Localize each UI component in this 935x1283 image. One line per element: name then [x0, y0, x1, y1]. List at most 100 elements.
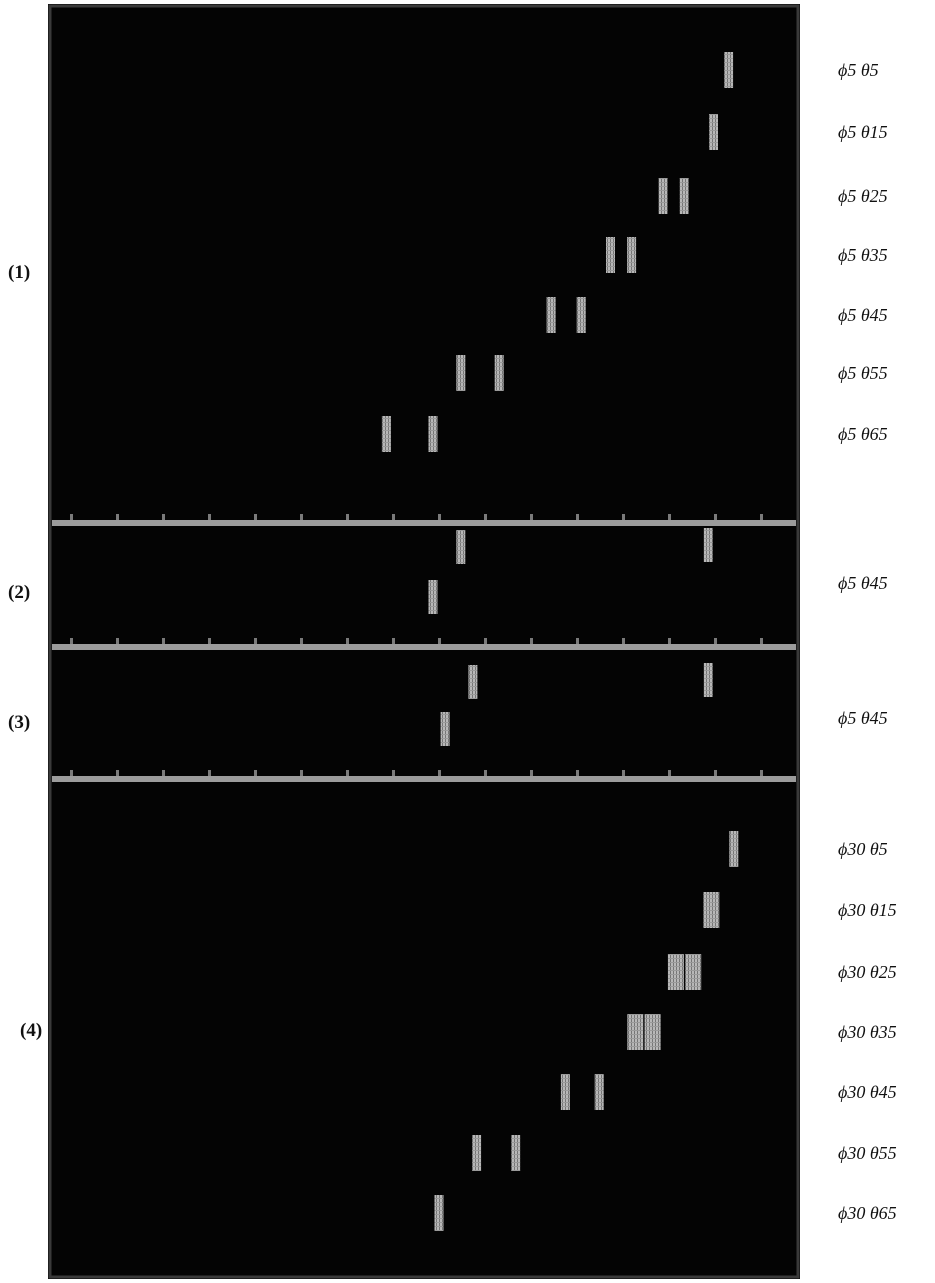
ruler-tick — [116, 514, 119, 520]
ruler-tick — [576, 770, 579, 776]
ruler-tick — [116, 770, 119, 776]
ruler-tick — [484, 514, 487, 520]
stripe-mark — [494, 355, 504, 391]
ruler-tick — [392, 770, 395, 776]
condition-label: ϕ5 θ5 — [838, 60, 879, 80]
condition-label: ϕ30 θ45 — [838, 1082, 897, 1102]
condition-label: ϕ5 θ15 — [838, 122, 888, 142]
condition-label: ϕ30 θ55 — [838, 1143, 897, 1163]
stripe-mark — [456, 355, 466, 391]
ruler-tick — [438, 770, 441, 776]
stripe-mark — [703, 528, 713, 562]
divider-1 — [52, 520, 796, 526]
ruler-tick — [208, 638, 211, 644]
ruler-tick — [668, 514, 671, 520]
stripe-mark — [468, 665, 478, 699]
plate-border — [48, 4, 800, 1279]
ruler-tick — [668, 638, 671, 644]
divider-2 — [52, 644, 796, 650]
ruler-tick — [392, 514, 395, 520]
condition-label: ϕ5 θ35 — [838, 245, 888, 265]
ruler-tick — [254, 770, 257, 776]
stripe-mark — [679, 178, 689, 214]
condition-label: ϕ30 θ25 — [838, 962, 897, 982]
stripe-mark — [627, 237, 637, 273]
ruler-tick — [530, 638, 533, 644]
ruler-tick — [346, 770, 349, 776]
ruler-tick — [254, 638, 257, 644]
condition-label: ϕ30 θ65 — [838, 1203, 897, 1223]
ruler-tick — [300, 770, 303, 776]
stripe-mark — [685, 954, 702, 990]
condition-label: ϕ5 θ45 — [838, 708, 888, 728]
ruler-tick — [116, 638, 119, 644]
stripe-mark — [472, 1135, 482, 1171]
ruler-tick — [668, 770, 671, 776]
ruler-tick — [208, 514, 211, 520]
ruler-tick — [622, 638, 625, 644]
stripe-mark — [667, 954, 684, 990]
divider-3 — [52, 776, 796, 782]
ruler-tick — [484, 638, 487, 644]
stripe-mark — [434, 1195, 444, 1231]
stripe-mark — [644, 1014, 661, 1050]
condition-label: ϕ5 θ45 — [838, 305, 888, 325]
ruler-tick — [70, 514, 73, 520]
stripe-mark — [381, 416, 391, 452]
ruler-tick — [484, 770, 487, 776]
ruler-tick — [438, 514, 441, 520]
ruler-tick — [714, 770, 717, 776]
stripe-mark — [428, 416, 438, 452]
ruler-tick — [162, 770, 165, 776]
stripe-mark — [546, 297, 556, 333]
ruler-tick — [622, 770, 625, 776]
condition-label: ϕ5 θ65 — [838, 424, 888, 444]
ruler-tick — [530, 514, 533, 520]
stripe-mark — [627, 1014, 644, 1050]
stripe-marks — [70, 52, 763, 1231]
condition-label: ϕ5 θ45 — [838, 573, 888, 593]
panel-label-2: (2) — [8, 582, 30, 603]
plate-frame — [48, 4, 800, 1279]
ruler-tick — [438, 638, 441, 644]
ruler-tick — [760, 514, 763, 520]
ruler-tick — [300, 638, 303, 644]
ruler-tick — [760, 770, 763, 776]
ruler-tick — [622, 514, 625, 520]
stripe-mark — [428, 580, 438, 614]
ruler-tick — [392, 638, 395, 644]
ruler-tick — [346, 514, 349, 520]
panel-label-4: (4) — [20, 1020, 42, 1041]
condition-label: ϕ30 θ5 — [838, 839, 888, 859]
condition-labels: ϕ5 θ5 ϕ5 θ15 ϕ5 θ25 ϕ5 θ35 ϕ5 θ45 ϕ5 θ55 ϕ5 θ6… — [838, 60, 897, 1223]
stripe-mark — [724, 52, 734, 88]
ruler-tick — [714, 514, 717, 520]
stripe-mark — [511, 1135, 521, 1171]
stripe-mark — [594, 1074, 604, 1110]
ruler-tick — [70, 638, 73, 644]
stripe-mark — [576, 297, 586, 333]
stripe-mark — [709, 114, 718, 150]
stripe-mark — [703, 892, 720, 928]
stripe-mark — [560, 1074, 570, 1110]
condition-label: ϕ30 θ15 — [838, 900, 897, 920]
condition-label: ϕ5 θ55 — [838, 363, 888, 383]
ruler-tick — [254, 514, 257, 520]
ruler-tick — [208, 770, 211, 776]
ruler-tick — [300, 514, 303, 520]
ruler-tick — [714, 638, 717, 644]
ruler-tick — [530, 770, 533, 776]
ruler-tick — [576, 638, 579, 644]
ruler-tick — [162, 638, 165, 644]
stripe-mark — [440, 712, 450, 746]
ruler-tick — [576, 514, 579, 520]
panel-dividers — [52, 520, 796, 782]
ruler-tick — [162, 514, 165, 520]
stripe-mark — [606, 237, 615, 273]
ruler-tick — [760, 638, 763, 644]
panel-label-1: (1) — [8, 262, 30, 283]
condition-label: ϕ30 θ35 — [838, 1022, 897, 1042]
stripe-mark — [729, 831, 739, 867]
condition-label: ϕ5 θ25 — [838, 186, 888, 206]
